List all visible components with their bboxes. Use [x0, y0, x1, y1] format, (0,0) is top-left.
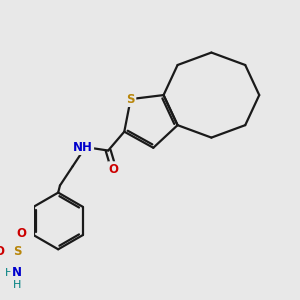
Text: H: H: [12, 280, 21, 290]
Text: H: H: [5, 268, 14, 278]
Text: S: S: [13, 245, 22, 258]
Text: O: O: [109, 163, 119, 176]
Text: O: O: [16, 227, 26, 240]
Text: N: N: [12, 266, 22, 279]
Text: O: O: [0, 245, 5, 258]
Text: S: S: [126, 93, 135, 106]
Text: NH: NH: [73, 141, 93, 154]
